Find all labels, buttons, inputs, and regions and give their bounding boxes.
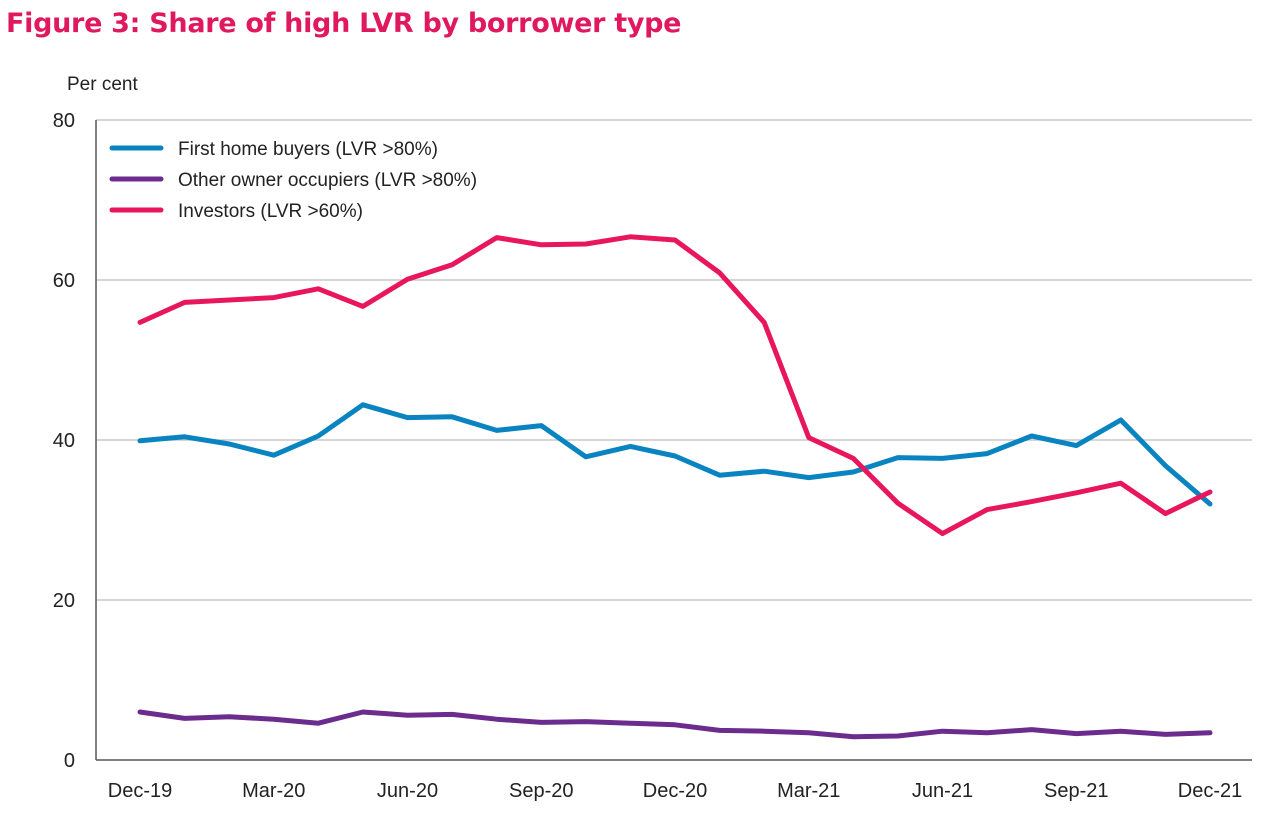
x-tick-labels: Dec-19 Mar-20 Jun-20 Sep-20 Dec-20 Mar-21 Jun-…: [108, 780, 1242, 802]
y-tick-label: 0: [64, 750, 75, 772]
x-tick-label: Jun-21: [912, 780, 973, 802]
x-tick-label: Sep-21: [1044, 780, 1109, 802]
series-lines: [137, 234, 1213, 740]
y-tick-label: 80: [53, 110, 75, 132]
y-tick-label: 20: [53, 590, 75, 612]
x-tick-label: Sep-20: [509, 780, 574, 802]
series-line-1: [137, 402, 1213, 507]
y-tick-labels: 0 20 40 60 80: [53, 110, 75, 772]
legend-label-2: Other owner occupiers (LVR >80%): [178, 170, 477, 191]
x-tick-label: Dec-20: [643, 780, 707, 802]
series-line-2: [137, 709, 1213, 740]
x-tick-label: Dec-19: [108, 780, 172, 802]
x-tick-label: Mar-20: [242, 780, 305, 802]
series-line-3: [137, 234, 1213, 537]
y-tick-label: 60: [53, 270, 75, 292]
y-tick-label: 40: [53, 430, 75, 452]
axes: [95, 120, 1252, 761]
legend: First home buyers (LVR >80%) Other owner …: [109, 139, 477, 222]
figure-title: Figure 3: Share of high LVR by borrower …: [6, 8, 682, 39]
x-tick-label: Dec-21: [1178, 780, 1242, 802]
x-tick-label: Jun-20: [377, 780, 438, 802]
legend-label-3: Investors (LVR >60%): [178, 201, 363, 222]
legend-label-1: First home buyers (LVR >80%): [178, 139, 438, 160]
x-tick-label: Mar-21: [777, 780, 840, 802]
gridlines: [96, 119, 1252, 601]
y-axis-label: Per cent: [67, 74, 138, 95]
